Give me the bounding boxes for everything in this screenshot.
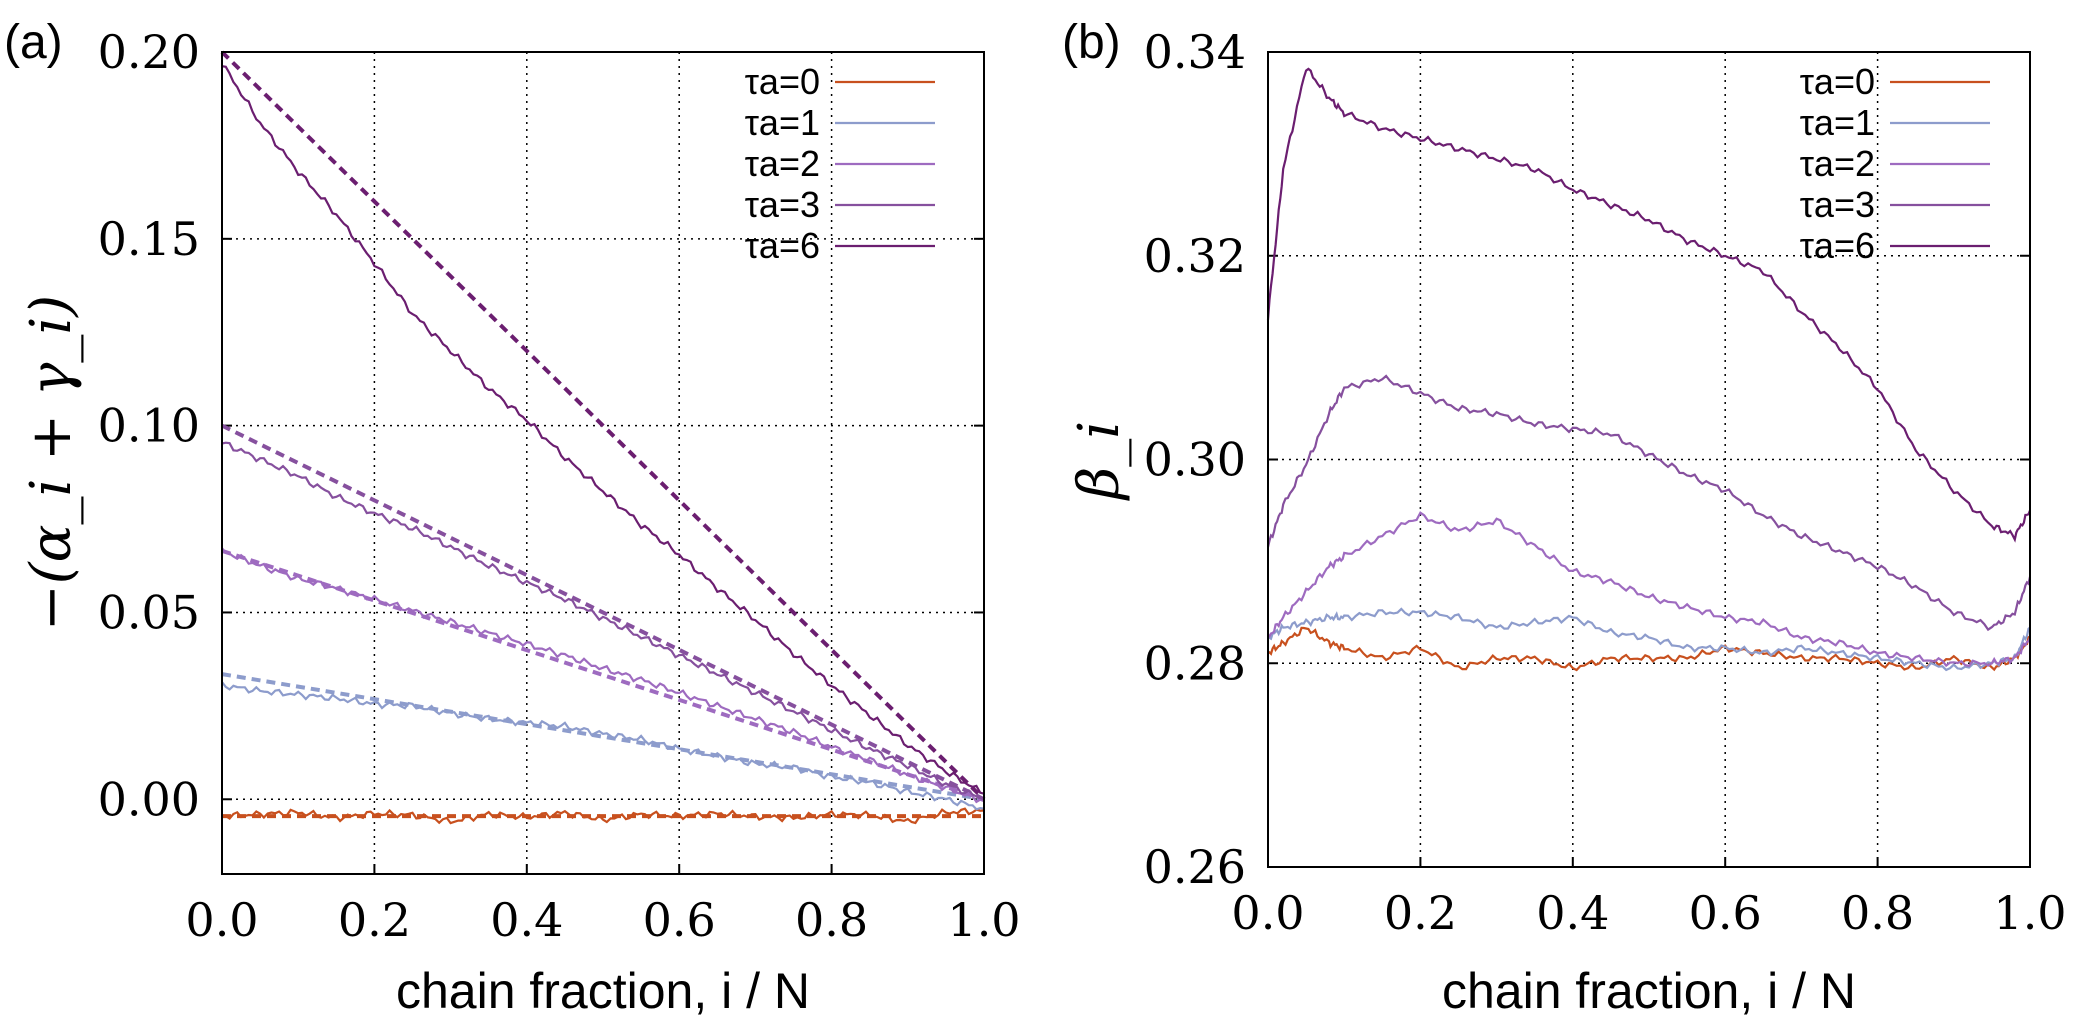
panel-a-grid: [221, 51, 985, 874]
panel-b-y-tick-label: 0.26: [1144, 840, 1246, 894]
panel-b-series-a-0: [1267, 626, 2031, 672]
panel-a-legend-label: τa=0: [745, 61, 820, 102]
panel-a-series-a-2: [221, 547, 985, 804]
panel-a-fit-a-6-fit: [220, 50, 986, 801]
panel-a-legend: τa=0τa=1τa=2τa=3τa=6: [745, 61, 935, 266]
panel-b-x-tick-label: 0.8: [1841, 886, 1914, 940]
panel-b-y-tick-label: 0.34: [1144, 25, 1246, 79]
panel-a-y-tick-label: 0.15: [98, 212, 200, 266]
panel-a-legend-label: τa=1: [745, 102, 820, 143]
panel-b-legend-label: τa=0: [1800, 61, 1875, 102]
panel-a-x-tick-label: 0.4: [490, 893, 563, 947]
panel-a: (a) 0.00 0.05 0.10 0.15 0.20 0.0 0.2 0.4 0.6 0.8…: [4, 16, 1021, 1019]
panel-b-series-a-1: [1266, 607, 2031, 672]
panel-a-y-tick-label: 0.10: [98, 399, 200, 453]
panel-a-x-tick-label: 0.0: [185, 893, 258, 947]
panel-a-y-tick-label: 0.20: [98, 25, 200, 79]
panel-b-y-tick-label: 0.28: [1144, 636, 1246, 690]
panel-a-y-tick-label: 0.00: [98, 772, 200, 826]
panel-b-x-tick-label: 0.6: [1689, 886, 1762, 940]
panel-a-fit-a-1-fit: [221, 672, 985, 802]
panel-a-x-axis-label: chain fraction, i / N: [396, 963, 810, 1019]
panel-a-x-ticks: 0.0 0.2 0.4 0.6 0.8 1.0: [185, 864, 1021, 947]
panel-b-series: [1266, 67, 2032, 672]
panel-a-y-axis-label: −(α_i + γ_i): [19, 295, 84, 631]
panel-b-x-tick-label: 0.4: [1536, 886, 1609, 940]
panel-a-x-tick-label: 0.2: [338, 893, 411, 947]
panel-a-fit-lines: [220, 50, 986, 819]
panel-a-y-ticks: 0.00 0.05 0.10 0.15 0.20: [98, 25, 984, 826]
panel-b-grid: [1267, 51, 2031, 868]
panel-b-y-tick-label: 0.30: [1144, 433, 1246, 487]
panel-b-series-a-3: [1266, 374, 2032, 632]
panel-a-x-tick-label: 1.0: [947, 893, 1020, 947]
panel-a-fit-a-3-fit: [221, 423, 985, 802]
panel-a-x-tick-label: 0.6: [643, 893, 716, 947]
panel-a-series-a-6: [221, 65, 985, 795]
panel-a-legend-label: τa=6: [745, 225, 820, 266]
panel-a-series-a-1: [221, 681, 985, 811]
panel-b-x-axis-label: chain fraction, i / N: [1442, 963, 1856, 1019]
panel-b-x-tick-label: 0.0: [1231, 886, 1304, 940]
panel-b-legend-label: τa=1: [1800, 102, 1875, 143]
panel-b-series-a-6: [1266, 67, 2032, 543]
panel-b-label: (b): [1062, 16, 1121, 69]
panel-a-series-a-3: [221, 441, 985, 801]
panel-b: (b) 0.26 0.28 0.30 0.32 0.34 0.0 0.2 0.4 0.6 0.8…: [1062, 16, 2067, 1019]
panel-b-y-ticks: 0.26 0.28 0.30 0.32 0.34: [1144, 25, 2030, 894]
panel-a-legend-label: τa=3: [745, 184, 820, 225]
panel-a-series-a-0: [222, 807, 985, 825]
panel-b-y-tick-label: 0.32: [1144, 229, 1246, 283]
panel-b-y-axis-label: β_i: [1067, 421, 1132, 501]
panel-b-x-ticks: 0.0 0.2 0.4 0.6 0.8 1.0: [1231, 857, 2067, 940]
panel-a-series: [221, 65, 985, 825]
panel-b-legend-label: τa=3: [1800, 184, 1875, 225]
panel-b-frame: [1267, 51, 2031, 868]
panel-b-legend: τa=0τa=1τa=2τa=3τa=6: [1800, 61, 1990, 266]
panel-a-label: (a): [4, 16, 63, 69]
panel-a-y-tick-label: 0.05: [98, 585, 200, 639]
panel-b-legend-label: τa=2: [1800, 143, 1875, 184]
panel-a-x-tick-label: 0.8: [795, 893, 868, 947]
panel-a-fit-a-2-fit: [221, 548, 985, 802]
panel-a-frame: [221, 51, 985, 875]
panel-b-x-tick-label: 1.0: [1993, 886, 2066, 940]
panel-b-x-tick-label: 0.2: [1384, 886, 1457, 940]
panel-a-legend-label: τa=2: [745, 143, 820, 184]
panel-b-series-a-2: [1267, 511, 2032, 668]
panel-b-legend-label: τa=6: [1800, 225, 1875, 266]
